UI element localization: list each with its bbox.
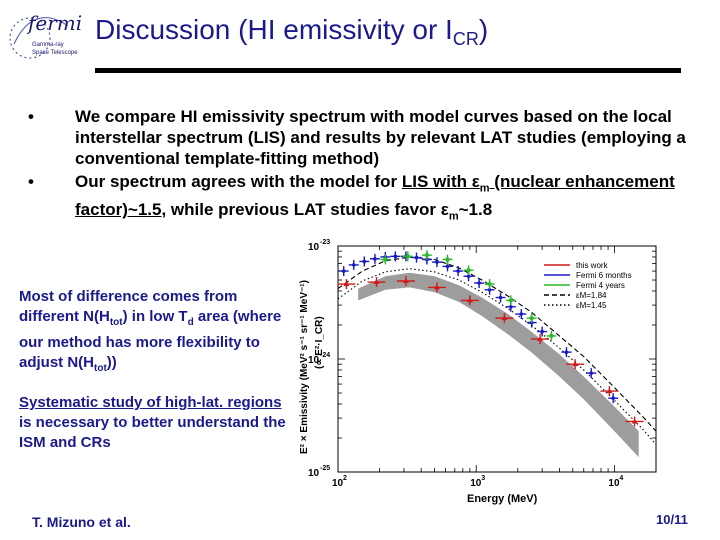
side-note-2-rest: is necessary to better understand the IS… — [19, 414, 286, 451]
bullet-item-2: • Our spectrum agrees with the model for… — [28, 171, 718, 228]
data-point-marker — [486, 281, 493, 288]
logo-subtext-2: Space Telescope — [32, 50, 78, 56]
fermi-logo: fermi Gamma-ray Space Telescope — [8, 4, 90, 70]
data-point-marker — [564, 350, 569, 354]
bullet-list: • We compare HI emissivity spectrum with… — [28, 106, 718, 230]
uncertainty-band — [358, 272, 639, 458]
data-point-marker — [537, 336, 544, 342]
side-note-1-a: Most of difference comes from different … — [19, 288, 238, 325]
side-note-1-c: ) in low T — [122, 308, 188, 325]
title-rule — [95, 68, 681, 73]
data-point-marker — [507, 297, 514, 304]
data-point-marker — [351, 263, 356, 267]
y-tick-exponent: -25 — [320, 465, 330, 472]
side-note-1-g: )) — [106, 354, 117, 371]
logo-text: fermi — [26, 11, 82, 35]
side-note-1-e: area (where our method has more flexibil… — [19, 308, 282, 371]
page-total: /11 — [670, 512, 688, 527]
side-note-systematic: Systematic study of high-lat. regions is… — [19, 393, 294, 453]
data-point-marker — [509, 304, 513, 309]
data-point-marker — [528, 315, 535, 322]
data-point-marker — [487, 287, 492, 292]
page-number: 10/11 — [656, 512, 688, 527]
bullet-2-part-4: (nuclear enhancement factor)~1.5 — [75, 172, 675, 220]
data-point-marker — [433, 284, 440, 290]
x-tick-label: 10 — [608, 478, 620, 489]
legend-label: εM=1.45 — [576, 301, 607, 310]
x-tick-exponent: 3 — [481, 475, 485, 482]
x-tick-exponent: 2 — [343, 475, 347, 482]
page-current: 10 — [656, 512, 671, 527]
data-point-marker — [466, 297, 473, 303]
data-point-marker — [402, 278, 409, 284]
author-credit: T. Mizuno et al. — [32, 514, 131, 530]
data-point-marker — [465, 267, 472, 274]
y-tick-label: 10 — [308, 355, 320, 366]
data-point-marker — [445, 264, 450, 269]
bullet-text-1: We compare HI emissivity spectrum with m… — [75, 107, 686, 168]
data-point-marker — [373, 279, 380, 285]
y-tick-label: 10 — [308, 468, 320, 479]
data-point-marker — [393, 254, 398, 259]
data-point-marker — [498, 295, 503, 300]
x-tick-exponent: 4 — [619, 475, 623, 482]
data-point-marker — [606, 388, 613, 394]
legend-label: Fermi 6 months — [576, 271, 632, 280]
data-point-marker — [477, 281, 481, 285]
bullet-marker: • — [28, 172, 34, 191]
data-point-marker — [589, 371, 594, 375]
legend-label: Fermi 4 years — [576, 281, 625, 290]
data-point-marker — [548, 332, 555, 339]
bullet-2-underlined: LIS with εm (nuclear enhancement factor)… — [75, 172, 675, 219]
data-point-marker — [343, 281, 350, 287]
legend-label: this work — [576, 261, 609, 270]
data-point-marker — [456, 269, 460, 273]
x-tick-label: 10 — [332, 478, 344, 489]
data-point-marker — [423, 252, 430, 259]
bullet-2-part-7: ~1.8 — [458, 200, 493, 220]
side-note-1-f: tot — [94, 363, 107, 374]
data-point-marker — [435, 260, 439, 264]
title-end: ) — [478, 14, 489, 45]
slide-title: Discussion (HI emissivity or ICR) — [95, 14, 488, 50]
data-point-marker — [540, 329, 544, 334]
y-tick-exponent: -23 — [320, 239, 330, 246]
data-point-marker — [466, 274, 471, 279]
data-point-marker — [404, 253, 411, 260]
y-tick-label: 10 — [308, 242, 320, 253]
side-note-1-b: tot — [109, 317, 123, 328]
bullet-marker: • — [28, 107, 34, 126]
bullet-item-1: • We compare HI emissivity spectrum with… — [28, 106, 718, 169]
side-note-1-d: d — [187, 317, 194, 328]
y-axis-label-right: (∝ E²·I_CR) — [314, 316, 325, 369]
data-point-marker — [631, 418, 638, 424]
x-tick-label: 10 — [470, 478, 482, 489]
y-tick-exponent: -24 — [320, 352, 330, 359]
bullet-2-part-5: , while previous LAT studies favor ε — [161, 200, 449, 220]
side-note-2-underlined: Systematic study of high-lat. regions — [19, 394, 282, 411]
side-note-difference: Most of difference comes from different … — [19, 287, 294, 379]
data-point-marker — [382, 256, 389, 263]
data-point-marker — [362, 259, 367, 264]
bullet-2-sub-2: m — [448, 210, 459, 223]
legend-label: εM=1.84 — [576, 291, 607, 300]
logo-subtext-1: Gamma-ray — [32, 42, 64, 48]
data-point-marker — [572, 361, 579, 367]
title-subscript: CR — [452, 29, 479, 49]
data-point-marker — [341, 269, 346, 273]
data-point-marker — [501, 315, 508, 321]
bullet-2-sub-1: m — [479, 182, 490, 195]
y-axis-label: E² × Emissivity (MeV² s⁻¹ sr⁻¹ MeV⁻¹) — [299, 280, 310, 454]
data-point-marker — [611, 396, 615, 400]
title-main: Discussion (HI emissivity or I — [95, 14, 453, 45]
data-point-marker — [414, 255, 419, 260]
bullet-2-part-1: Our spectrum agrees with the model for — [75, 172, 402, 191]
data-point-marker — [373, 257, 377, 261]
x-axis-label: Energy (MeV) — [467, 493, 538, 505]
data-point-marker — [519, 312, 524, 316]
data-point-marker — [444, 256, 451, 263]
bullet-2-part-2: LIS with ε — [401, 172, 480, 191]
